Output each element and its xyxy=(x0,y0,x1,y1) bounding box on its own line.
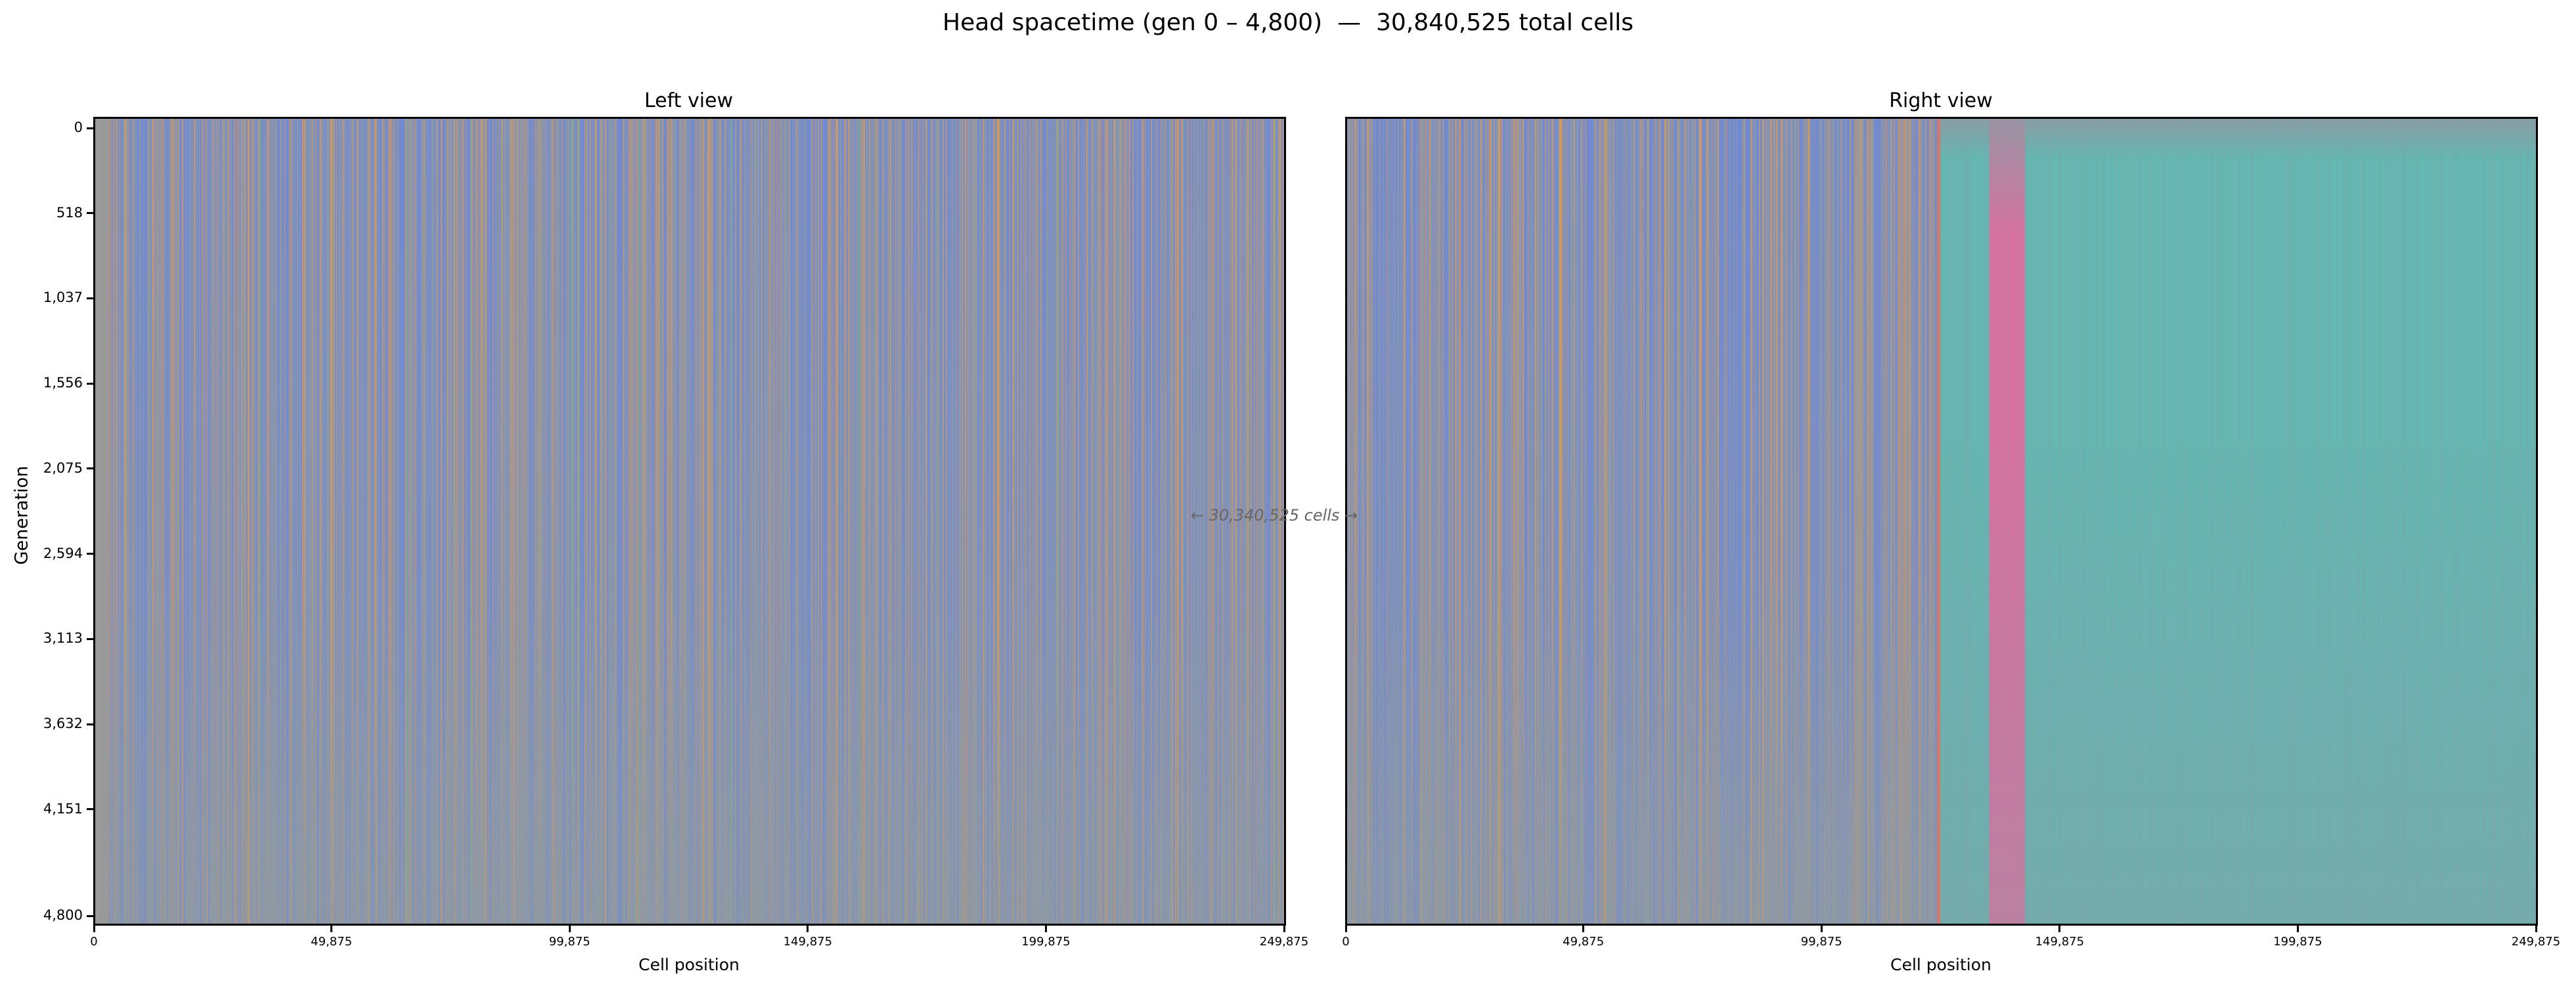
x-tick-mark xyxy=(1044,926,1047,932)
x-tick-mark xyxy=(330,926,333,932)
x-tick-label: 0 xyxy=(90,935,98,949)
y-tick-mark xyxy=(87,723,93,725)
x-tick-label: 249,875 xyxy=(1259,935,1309,949)
y-tick-mark xyxy=(87,808,93,811)
right-x-axis-label: Cell position xyxy=(1890,955,1991,974)
left-spacetime-heatmap xyxy=(93,117,1286,926)
y-tick-label: 518 xyxy=(56,204,83,221)
y-tick-label: 4,151 xyxy=(43,800,83,817)
y-tick-mark xyxy=(87,467,93,470)
right-spacetime-heatmap xyxy=(1345,117,2538,926)
y-tick-label: 2,594 xyxy=(43,545,83,561)
x-tick-mark xyxy=(1820,926,1823,932)
y-tick-mark xyxy=(87,914,93,917)
x-tick-label: 199,875 xyxy=(1021,935,1071,949)
x-tick-label: 149,875 xyxy=(2035,935,2085,949)
x-tick-mark xyxy=(2058,926,2061,932)
x-tick-mark xyxy=(1582,926,1585,932)
x-tick-label: 249,875 xyxy=(2511,935,2561,949)
x-tick-label: 99,875 xyxy=(1800,935,1842,949)
left-x-axis-label: Cell position xyxy=(638,955,740,974)
y-tick-label: 4,800 xyxy=(43,907,83,923)
y-tick-mark xyxy=(87,127,93,129)
y-tick-mark xyxy=(87,297,93,299)
y-tick-label: 1,556 xyxy=(43,375,83,391)
x-tick-label: 199,875 xyxy=(2273,935,2322,949)
x-tick-label: 49,875 xyxy=(1563,935,1605,949)
x-tick-label: 149,875 xyxy=(783,935,833,949)
x-tick-mark xyxy=(2296,926,2299,932)
y-tick-label: 3,632 xyxy=(43,716,83,731)
x-tick-mark xyxy=(93,926,95,932)
y-tick-label: 0 xyxy=(74,119,83,135)
x-tick-label: 49,875 xyxy=(311,935,353,949)
left-panel-title: Left view xyxy=(644,89,734,112)
right-panel-title: Right view xyxy=(1889,89,1993,112)
x-tick-mark xyxy=(1283,926,1285,932)
y-tick-mark xyxy=(87,382,93,385)
left-heatmap-canvas xyxy=(95,119,1284,924)
chart-title: Head spacetime (gen 0 – 4,800) — 30,840,… xyxy=(943,9,1633,36)
y-axis-label: Generation xyxy=(11,465,32,565)
x-tick-label: 99,875 xyxy=(548,935,590,949)
right-heatmap-canvas xyxy=(1347,119,2536,924)
y-tick-mark xyxy=(87,637,93,640)
y-tick-label: 1,037 xyxy=(43,290,83,306)
y-tick-mark xyxy=(87,212,93,214)
x-tick-mark xyxy=(568,926,571,932)
x-tick-mark xyxy=(2535,926,2537,932)
y-tick-label: 2,075 xyxy=(43,460,83,476)
x-tick-mark xyxy=(807,926,809,932)
y-tick-label: 3,113 xyxy=(43,630,83,647)
gap-annotation: ← 30,340,525 cells → xyxy=(1190,506,1358,525)
x-tick-label: 0 xyxy=(1342,935,1350,949)
x-tick-mark xyxy=(1344,926,1347,932)
y-tick-mark xyxy=(87,553,93,555)
